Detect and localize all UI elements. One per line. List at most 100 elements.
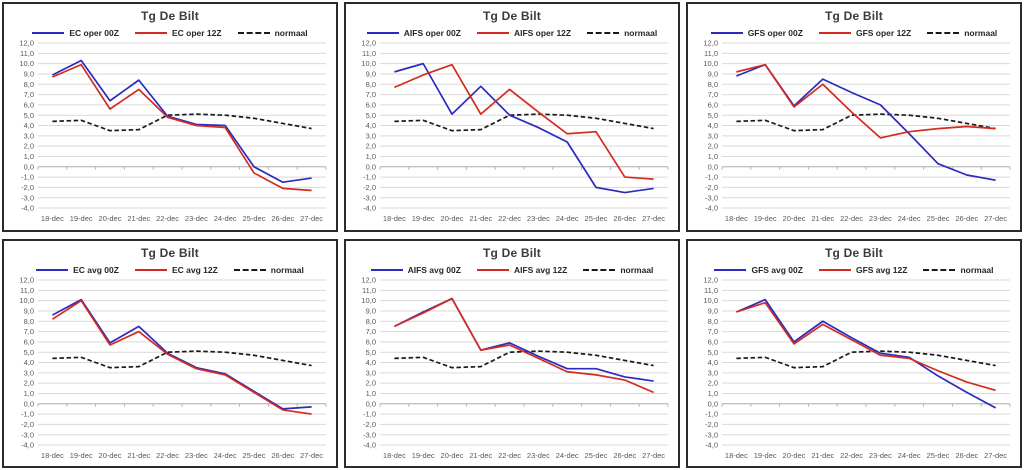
svg-text:23-dec: 23-dec (185, 451, 208, 460)
svg-text:9,0: 9,0 (708, 70, 718, 79)
svg-text:5,0: 5,0 (366, 111, 376, 120)
svg-text:23-dec: 23-dec (869, 214, 892, 223)
svg-text:-3,0: -3,0 (363, 193, 376, 202)
svg-text:26-dec: 26-dec (613, 451, 636, 460)
svg-text:12,0: 12,0 (19, 39, 34, 48)
legend-item-series-00z: EC avg 00Z (36, 265, 119, 275)
chart-legend: GFS avg 00Z GFS avg 12Z normaal (688, 265, 1020, 275)
svg-text:12,0: 12,0 (361, 276, 376, 285)
legend-line-sample (927, 32, 960, 34)
svg-text:20-dec: 20-dec (99, 451, 122, 460)
svg-text:8,0: 8,0 (366, 80, 376, 89)
svg-text:10,0: 10,0 (703, 296, 718, 305)
legend-item-series-12z: GFS avg 12Z (818, 265, 907, 275)
legend-item-series-00z: GFS avg 00Z (714, 265, 803, 275)
legend-line-sample (818, 268, 851, 271)
legend-label: EC avg 12Z (171, 264, 218, 275)
chart-panel-ec-avg: Tg De Bilt EC avg 00Z EC avg 12Z normaal… (2, 238, 338, 468)
svg-text:19-dec: 19-dec (70, 214, 93, 223)
legend-item-normaal: normaal (927, 28, 997, 38)
svg-text:11,0: 11,0 (704, 49, 718, 58)
svg-text:27-dec: 27-dec (984, 214, 1007, 223)
svg-text:3,0: 3,0 (366, 131, 376, 140)
chart-legend: EC oper 00Z EC oper 12Z normaal (4, 28, 336, 38)
svg-text:4,0: 4,0 (708, 121, 718, 130)
chart-legend: EC avg 00Z EC avg 12Z normaal (4, 265, 336, 275)
svg-text:24-dec: 24-dec (214, 451, 237, 460)
legend-item-series-00z: AIFS avg 00Z (370, 265, 461, 275)
svg-text:7,0: 7,0 (708, 327, 718, 336)
svg-text:-3,0: -3,0 (705, 430, 718, 439)
svg-text:12,0: 12,0 (703, 276, 718, 285)
legend-label: normaal (274, 28, 308, 38)
svg-text:20-dec: 20-dec (441, 451, 464, 460)
svg-text:1,0: 1,0 (24, 152, 34, 161)
svg-text:6,0: 6,0 (24, 337, 34, 346)
svg-text:2,0: 2,0 (24, 378, 34, 387)
svg-text:1,0: 1,0 (708, 152, 718, 161)
svg-text:-2,0: -2,0 (363, 183, 376, 192)
svg-text:27-dec: 27-dec (300, 451, 323, 460)
svg-text:9,0: 9,0 (24, 306, 34, 315)
chart-panel-aifs-oper: Tg De Bilt AIFS oper 00Z AIFS oper 12Z n… (344, 2, 680, 232)
svg-text:24-dec: 24-dec (556, 214, 579, 223)
line-chart: -4,0-3,0-2,0-1,00,01,02,03,04,05,06,07,0… (361, 276, 669, 460)
svg-text:19-dec: 19-dec (754, 214, 777, 223)
svg-text:2,0: 2,0 (366, 378, 376, 387)
svg-text:6,0: 6,0 (366, 337, 376, 346)
legend-line-sample (923, 268, 956, 271)
svg-text:23-dec: 23-dec (527, 451, 550, 460)
svg-text:-1,0: -1,0 (21, 173, 34, 182)
svg-text:2,0: 2,0 (708, 142, 718, 151)
legend-label: normaal (620, 264, 654, 275)
legend-label: AIFS oper 12Z (513, 28, 572, 38)
chart-panel-gfs-avg: Tg De Bilt GFS avg 00Z GFS avg 12Z norma… (686, 238, 1022, 468)
legend-line-sample (32, 32, 65, 34)
svg-text:25-dec: 25-dec (243, 214, 266, 223)
svg-text:26-dec: 26-dec (613, 214, 636, 223)
svg-text:7,0: 7,0 (366, 327, 376, 336)
line-chart: -4,0-3,0-2,0-1,00,01,02,03,04,05,06,07,0… (19, 276, 327, 460)
chart-legend: GFS oper 00Z GFS oper 12Z normaal (688, 28, 1020, 38)
svg-text:1,0: 1,0 (708, 389, 718, 398)
svg-text:6,0: 6,0 (708, 337, 718, 346)
svg-text:-1,0: -1,0 (363, 409, 376, 418)
svg-text:21-dec: 21-dec (469, 214, 492, 223)
legend-label: EC oper 00Z (69, 28, 119, 38)
svg-text:0,0: 0,0 (24, 399, 34, 408)
svg-text:9,0: 9,0 (366, 306, 376, 315)
svg-text:2,0: 2,0 (24, 142, 34, 151)
svg-text:19-dec: 19-dec (412, 214, 435, 223)
svg-text:27-dec: 27-dec (300, 214, 323, 223)
legend-label: normaal (964, 28, 998, 38)
legend-label: GFS oper 00Z (747, 28, 803, 38)
svg-text:23-dec: 23-dec (869, 451, 892, 460)
legend-item-normaal: normaal (583, 265, 653, 275)
line-chart: -4,0-3,0-2,0-1,00,01,02,03,04,05,06,07,0… (19, 39, 327, 223)
svg-text:-4,0: -4,0 (21, 440, 34, 449)
svg-text:19-dec: 19-dec (412, 451, 435, 460)
legend-label: EC avg 00Z (73, 264, 119, 275)
legend-line-sample (237, 32, 270, 34)
legend-label: AIFS avg 12Z (513, 264, 568, 275)
chart-panel-ec-oper: Tg De Bilt EC oper 00Z EC oper 12Z norma… (2, 2, 338, 232)
svg-text:0,0: 0,0 (708, 399, 718, 408)
legend-item-series-12z: EC oper 12Z (134, 28, 222, 38)
svg-text:-4,0: -4,0 (363, 440, 376, 449)
svg-text:21-dec: 21-dec (811, 451, 834, 460)
svg-text:7,0: 7,0 (366, 90, 376, 99)
svg-text:8,0: 8,0 (366, 316, 376, 325)
chart-title: Tg De Bilt (483, 9, 541, 23)
svg-text:10,0: 10,0 (19, 59, 34, 68)
svg-text:19-dec: 19-dec (70, 451, 93, 460)
svg-text:3,0: 3,0 (708, 368, 718, 377)
svg-text:22-dec: 22-dec (156, 451, 179, 460)
chart-title: Tg De Bilt (483, 245, 541, 260)
svg-text:10,0: 10,0 (361, 296, 376, 305)
svg-text:3,0: 3,0 (24, 131, 34, 140)
svg-text:5,0: 5,0 (24, 111, 34, 120)
svg-text:5,0: 5,0 (366, 347, 376, 356)
legend-item-series-00z: AIFS oper 00Z (366, 28, 461, 38)
svg-text:22-dec: 22-dec (498, 214, 521, 223)
svg-text:-1,0: -1,0 (21, 409, 34, 418)
